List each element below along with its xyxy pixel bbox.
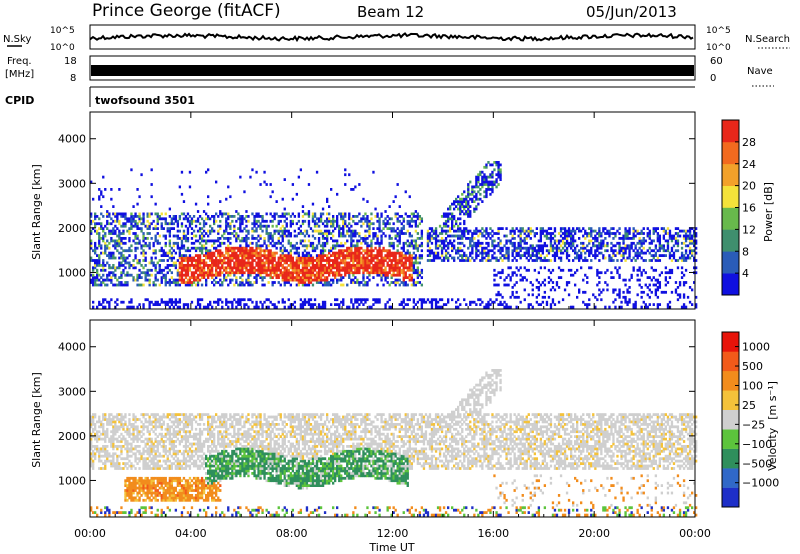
velocity-colorbar-swatch-3 [722,429,739,449]
power-ytick-0: 1000 [58,266,86,279]
date-title: 05/Jun/2013 [586,3,677,21]
power-colorbar-label: Power [dB] [762,182,775,242]
time-tick-0: 00:00 [74,527,106,540]
power-colorbar-tick-6: 28 [742,136,756,149]
power-colorbar-tick-1: 8 [742,245,749,258]
freq-trace [91,65,694,76]
velocity-colorbar-label: Velocity [m s⁻¹] [766,381,779,471]
power-ytick-3: 4000 [58,133,86,146]
velocity-ytick-2: 3000 [58,385,86,398]
velocity-colorbar-label-units: [m s⁻¹] [766,381,779,420]
nave-label: Nave [747,66,773,77]
nsky-tick-bottom: 10^0 [50,43,75,53]
power-panel: 1000 2000 3000 4000 Slant Range [km] 4 8 12 16… [30,111,775,310]
velocity-colorbar-swatch-5 [722,390,739,410]
nsky-tick-top: 10^5 [50,26,75,36]
velocity-heatmap [90,369,698,517]
nave-tick-bottom: 0 [710,73,716,84]
velocity-colorbar-swatch-0 [722,487,739,508]
nsearch-tick-bottom: 10^0 [706,43,731,53]
cpid-panel: CPID twofsound 3501 [5,86,695,107]
power-colorbar-swatch-7 [722,120,739,143]
velocity-colorbar-swatch-7 [722,351,739,372]
velocity-ytick-0: 1000 [58,474,86,487]
power-heatmap [90,161,698,309]
velocity-colorbar-swatch-4 [722,409,739,430]
nsky-label: N.Sky [3,34,31,45]
velocity-colorbar-tick-2: 100 [742,379,763,392]
freq-unit: [MHz] [5,69,34,80]
beam-title: Beam 12 [357,3,424,21]
velocity-colorbar-tick-4: −25 [742,418,765,431]
time-tick-4: 16:00 [477,527,509,540]
cpid-value: twofsound 3501 [95,94,195,107]
power-colorbar-swatch-2 [722,229,739,252]
power-colorbar-tick-4: 20 [742,180,756,193]
velocity-ylabel: Slant Range [km] [30,372,43,468]
power-colorbar-swatch-0 [722,273,739,296]
time-tick-6: 00:00 [679,527,711,540]
power-colorbar: 4 8 12 16 20 24 28 [721,119,756,296]
velocity-colorbar-swatch-6 [722,370,739,391]
freq-label: Freq. [7,56,32,67]
power-colorbar-swatch-5 [722,163,739,186]
time-axis-label: Time UT [368,541,414,554]
velocity-colorbar-tick-7: −1000 [742,477,779,490]
velocity-colorbar-swatch-8 [722,332,739,352]
station-title: Prince George (fitACF) [92,1,281,21]
velocity-colorbar-tick-5: −100 [742,438,772,451]
velocity-colorbar-tick-0: 1000 [742,341,770,354]
nsky-panel: N.Sky 10^5 10^0 10^5 10^0 N.Search [3,24,790,53]
cpid-label: CPID [5,94,34,107]
time-tick-2: 08:00 [276,527,308,540]
power-ytick-1: 2000 [58,222,86,235]
power-ylabel: Slant Range [km] [30,164,43,260]
power-colorbar-tick-3: 16 [742,202,756,215]
power-colorbar-swatch-6 [722,141,739,165]
velocity-ytick-1: 2000 [58,430,86,443]
freq-tick-bottom: 8 [70,73,76,84]
velocity-colorbar-label-main: Velocity [766,427,779,471]
velocity-colorbar-tick-3: 25 [742,399,756,412]
freq-panel: Freq. [MHz] 18 8 60 0 Nave [5,55,774,87]
freq-tick-top: 18 [64,56,77,67]
velocity-panel: 1000 2000 3000 4000 Slant Range [km] 1000 50… [30,319,779,518]
nsearch-label: N.Search [745,34,790,45]
nsearch-tick-top: 10^5 [706,26,731,36]
nsky-trace [90,32,694,43]
power-colorbar-swatch-4 [722,185,739,208]
power-colorbar-swatch-3 [722,207,739,230]
velocity-colorbar: 1000 500 100 25 −25 −100 −500 −1000 [721,331,779,508]
velocity-colorbar-tick-6: −500 [742,457,772,470]
velocity-colorbar-swatch-1 [722,468,739,488]
time-tick-3: 12:00 [377,527,409,540]
nave-tick-top: 60 [710,56,723,67]
velocity-colorbar-tick-1: 500 [742,360,763,373]
time-tick-5: 20:00 [578,527,610,540]
power-colorbar-tick-5: 24 [742,158,756,171]
power-colorbar-tick-0: 4 [742,267,749,280]
power-colorbar-tick-2: 12 [742,223,756,236]
power-ytick-2: 3000 [58,177,86,190]
power-colorbar-swatch-1 [722,251,739,274]
velocity-ytick-3: 4000 [58,341,86,354]
time-tick-1: 04:00 [175,527,207,540]
velocity-colorbar-swatch-2 [722,448,739,469]
time-axis: 00:00 04:00 08:00 12:00 16:00 20:00 00:00 [74,112,711,540]
